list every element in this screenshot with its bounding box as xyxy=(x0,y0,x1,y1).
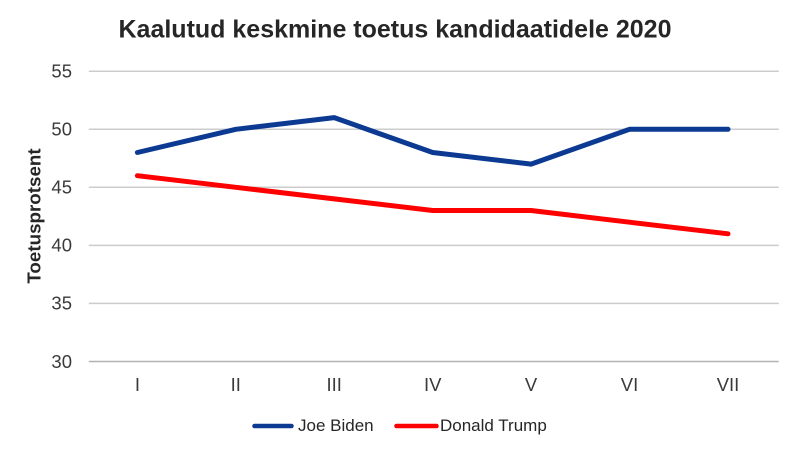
svg-text:Toetusprotsent: Toetusprotsent xyxy=(24,148,45,284)
svg-text:55: 55 xyxy=(51,61,72,82)
svg-text:Kaalutud keskmine toetus kandi: Kaalutud keskmine toetus kandidaatidele … xyxy=(119,16,672,44)
svg-text:50: 50 xyxy=(51,119,72,140)
svg-text:Joe Biden: Joe Biden xyxy=(298,416,374,435)
svg-text:45: 45 xyxy=(51,177,72,198)
svg-text:III: III xyxy=(326,374,341,395)
svg-text:I: I xyxy=(135,374,140,395)
svg-text:Donald Trump: Donald Trump xyxy=(440,416,547,435)
svg-text:VI: VI xyxy=(621,374,638,395)
svg-text:V: V xyxy=(525,374,538,395)
svg-text:30: 30 xyxy=(51,351,72,372)
svg-text:IV: IV xyxy=(424,374,442,395)
svg-text:35: 35 xyxy=(51,293,72,314)
svg-text:VII: VII xyxy=(717,374,740,395)
svg-text:II: II xyxy=(231,374,241,395)
svg-text:40: 40 xyxy=(51,235,72,256)
